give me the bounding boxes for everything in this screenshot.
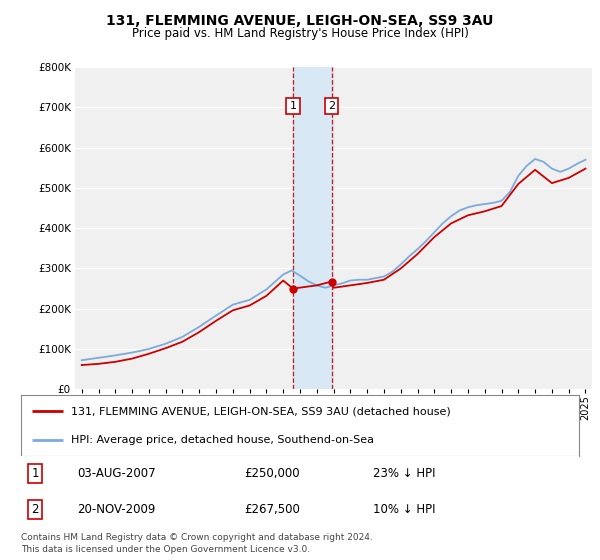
- Text: 2: 2: [31, 503, 39, 516]
- Text: £250,000: £250,000: [244, 466, 300, 480]
- Text: 23% ↓ HPI: 23% ↓ HPI: [373, 466, 435, 480]
- Text: Contains HM Land Registry data © Crown copyright and database right 2024.
This d: Contains HM Land Registry data © Crown c…: [21, 533, 373, 554]
- Bar: [293, 67, 333, 389]
- Text: 1: 1: [289, 101, 296, 111]
- Text: 2: 2: [328, 101, 335, 111]
- Text: 1: 1: [31, 466, 39, 480]
- Text: Price paid vs. HM Land Registry's House Price Index (HPI): Price paid vs. HM Land Registry's House …: [131, 27, 469, 40]
- Text: £267,500: £267,500: [244, 503, 300, 516]
- Text: HPI: Average price, detached house, Southend-on-Sea: HPI: Average price, detached house, Sout…: [71, 435, 374, 445]
- Text: 03-AUG-2007: 03-AUG-2007: [77, 466, 155, 480]
- Text: 10% ↓ HPI: 10% ↓ HPI: [373, 503, 435, 516]
- Text: 20-NOV-2009: 20-NOV-2009: [77, 503, 155, 516]
- Text: 131, FLEMMING AVENUE, LEIGH-ON-SEA, SS9 3AU (detached house): 131, FLEMMING AVENUE, LEIGH-ON-SEA, SS9 …: [71, 407, 451, 417]
- Text: 131, FLEMMING AVENUE, LEIGH-ON-SEA, SS9 3AU: 131, FLEMMING AVENUE, LEIGH-ON-SEA, SS9 …: [106, 14, 494, 28]
